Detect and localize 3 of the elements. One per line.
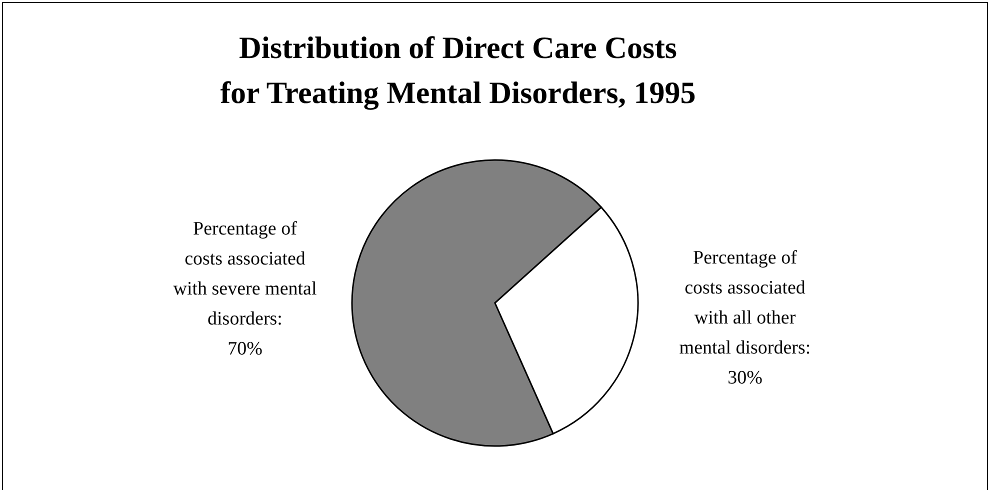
data-label: Percentage of costs associated with all other mental disorders: 30% [679,247,811,388]
chart-title: Distribution of Direct Care Costs for Treating Mental Disorders, 1995 [219,29,697,112]
data-label: Percentage of costs associated with severe mental disorders: 70% [173,218,317,359]
